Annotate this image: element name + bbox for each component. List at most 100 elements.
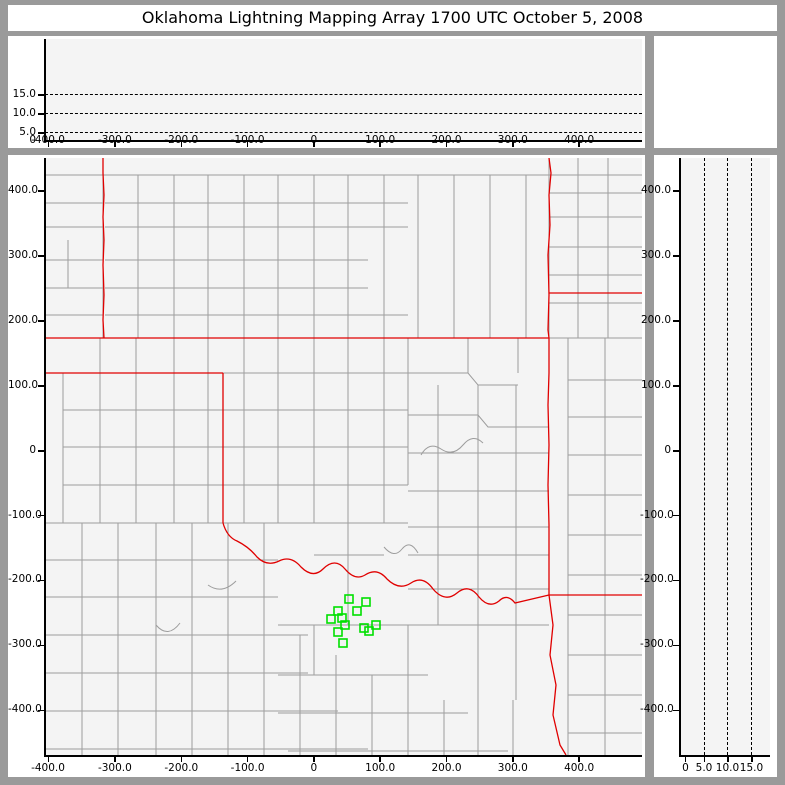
plan-view-x-tick-label: -400.0 [31, 762, 65, 774]
vhf-source-markers [326, 594, 381, 648]
tick-mark [673, 255, 680, 257]
tick-mark [38, 320, 45, 322]
tick-mark [313, 141, 315, 147]
plan-view-y-tick-label: -200.0 [8, 573, 42, 586]
time-height-x-tick-label: 100.0 [365, 134, 396, 146]
plan-view-y-tick-label: -300.0 [8, 638, 42, 651]
tick-mark [673, 190, 680, 192]
east-height-x-tick-label: 5.0 [695, 762, 713, 774]
time-height-x-tick-label: -200.0 [164, 134, 199, 146]
east-height-x-tick-label: 0 [682, 762, 689, 774]
gridline-vertical [703, 158, 705, 755]
tick-mark [47, 141, 50, 147]
source-marker [371, 620, 381, 630]
corner-panel-content [654, 36, 777, 148]
tick-mark [38, 132, 45, 134]
plan-view-x-tick-label: 200.0 [431, 762, 462, 774]
time-height-y-tick-label: 15.0 [12, 88, 36, 100]
tick-mark [445, 141, 448, 147]
time-height-x-tick-label: -300.0 [97, 134, 132, 146]
source-marker [352, 606, 362, 616]
east-height-x-axis [679, 755, 770, 757]
time-height-x-tick-label: -400.0 [31, 134, 65, 146]
time-height-panel: 15.0 10.0 5.0 0 -400.0 -300.0 -200.0 -10… [8, 36, 645, 148]
tick-mark [114, 141, 116, 147]
time-height-y-tick-label: 5.0 [19, 125, 36, 138]
east-height-y-tick-label: 0 [664, 443, 671, 456]
time-height-x-tick-label: 400.0 [564, 134, 595, 146]
time-height-y-axis [44, 39, 46, 141]
tick-mark [673, 644, 680, 647]
tick-mark [38, 94, 45, 96]
tick-mark [313, 756, 315, 762]
tick-mark [38, 514, 45, 517]
tick-mark [47, 756, 50, 762]
tick-mark [38, 644, 45, 647]
plan-view-y-tick-label: 200.0 [8, 313, 39, 326]
tick-mark [445, 756, 448, 762]
tick-mark [727, 756, 729, 762]
east-height-y-axis [679, 158, 681, 756]
plan-view-x-tick-label: -100.0 [230, 762, 265, 774]
plan-view-map-panel[interactable]: 400.0 300.0 200.0 100.0 0 -100.0 -200.0 … [8, 155, 645, 777]
tick-mark [578, 141, 580, 147]
gridline-horizontal [45, 94, 642, 96]
tick-mark [673, 385, 680, 387]
plan-view-y-tick-label: 0 [29, 443, 36, 456]
plan-view-x-tick-label: 400.0 [564, 762, 595, 774]
source-marker [361, 597, 371, 607]
plan-view-y-tick-label: 300.0 [8, 248, 39, 261]
east-height-y-tick-label: 300.0 [640, 248, 671, 261]
plan-view-y-tick-label: -400.0 [8, 703, 42, 716]
source-marker [364, 626, 374, 636]
plan-view-x-tick-label: -300.0 [97, 762, 132, 774]
tick-mark [38, 385, 45, 387]
source-marker [344, 594, 354, 604]
tick-mark [673, 450, 680, 452]
gridline-horizontal [45, 113, 642, 115]
tick-mark [246, 141, 249, 147]
tick-mark [38, 709, 45, 712]
tick-mark [684, 756, 687, 762]
tick-mark [379, 141, 381, 147]
tick-mark [751, 756, 753, 762]
state-boundaries [45, 158, 642, 755]
tick-mark [38, 255, 45, 257]
east-height-y-tick-label: 100.0 [640, 378, 671, 391]
tick-mark [673, 709, 680, 712]
source-marker [338, 638, 348, 648]
plan-view-x-tick-label: 0 [310, 762, 318, 774]
tick-mark [578, 756, 580, 762]
time-height-x-tick-label: 300.0 [497, 134, 528, 146]
plan-view-x-axis [44, 755, 642, 757]
east-height-y-tick-label: -400.0 [640, 703, 674, 716]
time-height-x-tick-label: 0 [310, 134, 318, 146]
east-height-x-tick-label: 10.0 [715, 762, 740, 774]
plan-view-x-tick-label: 300.0 [497, 762, 528, 774]
source-marker [337, 613, 347, 623]
plan-view-y-tick-label: 100.0 [8, 378, 39, 391]
tick-mark [38, 113, 45, 115]
tick-mark [512, 756, 514, 762]
source-marker [359, 623, 369, 633]
tick-mark [512, 141, 514, 147]
gridline-vertical [751, 158, 753, 755]
tick-mark [180, 756, 182, 762]
tick-mark [114, 756, 116, 762]
tick-mark [673, 579, 680, 582]
plan-view-x-tick-label: -200.0 [164, 762, 199, 774]
east-height-y-tick-label: -200.0 [640, 573, 674, 586]
time-height-x-tick-label: -100.0 [230, 134, 265, 146]
gridline-vertical [727, 158, 729, 755]
east-height-y-tick-label: 400.0 [640, 184, 671, 196]
east-height-y-tick-label: 200.0 [640, 313, 671, 326]
page-title: Oklahoma Lightning Mapping Array 1700 UT… [141, 8, 644, 27]
tick-mark [379, 756, 381, 762]
tick-mark [673, 514, 680, 517]
time-height-plot-area [45, 39, 642, 140]
tick-mark [38, 450, 45, 452]
map-geography [45, 158, 642, 755]
plan-view-y-tick-label: -100.0 [8, 508, 42, 521]
time-height-x-tick-label: 200.0 [431, 134, 462, 146]
